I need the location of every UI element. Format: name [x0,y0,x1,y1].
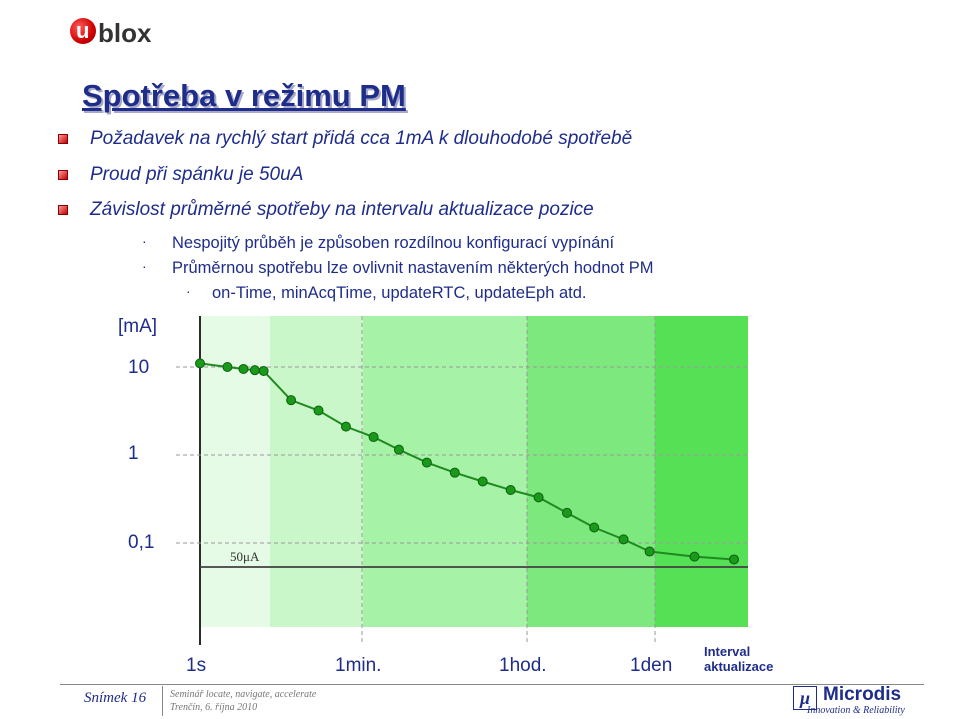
data-point [340,421,351,432]
y-tick-1: 1 [128,443,139,464]
sleep-current-label: 50μA [230,549,260,564]
chart-band [527,316,655,627]
bullet-1-text: Požadavek na rychlý start přidá cca 1mA … [90,128,633,149]
data-point [562,507,573,518]
x-tick-1hod: 1hod. [499,655,547,676]
data-point [222,362,233,372]
ublox-logo: u blox [64,14,174,54]
logo-letter: u [76,18,90,43]
slide-number: Snímek 16 [84,690,147,706]
bullet-square-icon [58,205,68,215]
chart-band [200,316,270,627]
sub-bullet-dot: · [142,233,147,249]
data-point [644,546,655,557]
bullet-square-icon [58,170,68,180]
data-point [249,365,260,376]
data-point [238,363,249,374]
sub-bullet-2: Průměrnou spotřebu lze ovlivnit nastaven… [172,259,654,277]
footer-separator [162,686,163,716]
sub-sub-bullet-dot: · [186,283,191,299]
x-axis-label-line-2: aktualizace [704,659,774,674]
data-point [195,358,205,369]
bullet-2-text: Proud při spánku je 50uA [90,164,304,185]
data-point [533,492,544,503]
x-axis-label-line-1: Interval [704,644,751,659]
footer-text: Seminář locate, navigate, accelerate Tre… [170,688,316,714]
data-point [286,395,297,406]
data-point [618,534,629,545]
x-axis-label: Interval aktualizace [704,644,773,674]
logo-word: blox [98,18,152,48]
data-point [449,467,460,478]
data-point [589,522,600,533]
x-tick-1min: 1min. [335,655,382,676]
microdis-name: Microdis [823,684,902,705]
chart-band [655,316,748,627]
x-tick-1den: 1den [630,655,673,676]
data-point [421,457,432,468]
data-point [689,551,700,562]
data-point [368,432,379,443]
bullet-3-text: Závislost průměrné spotřeby na intervalu… [90,199,594,220]
microdis-mu-icon: μ [793,686,817,710]
footer-line-1: Seminář locate, navigate, accelerate [170,689,317,700]
page-title: Spotřeba v režimu PM [82,78,406,113]
y-tick-0-1: 0,1 [128,532,155,553]
data-point [393,444,404,455]
data-point [477,476,488,487]
data-point [505,485,516,496]
footer-line-2: Trenčín, 6. října 2010 [170,702,258,713]
chart-band [363,316,527,627]
microdis-tagline: Innovation & Reliability [807,705,905,716]
microdis-logo: μ Microdis Innovation & Reliability [793,684,953,718]
sub-bullet-1: Nespojitý průběh je způsoben rozdílnou k… [172,234,615,252]
y-axis-label: [mA] [118,316,158,337]
logo-ball-icon [70,18,96,44]
y-tick-10: 10 [128,357,150,378]
sub-bullet-dot: · [142,258,147,274]
chart-band [270,316,363,627]
x-tick-1s: 1s [186,655,207,676]
data-point [313,405,324,416]
footer-divider [60,684,924,685]
bullet-square-icon [58,134,68,144]
sub-sub-bullet-1: on-Time, minAcqTime, updateRTC, updateEp… [212,284,587,302]
data-point [258,366,269,377]
data-point [729,554,739,565]
